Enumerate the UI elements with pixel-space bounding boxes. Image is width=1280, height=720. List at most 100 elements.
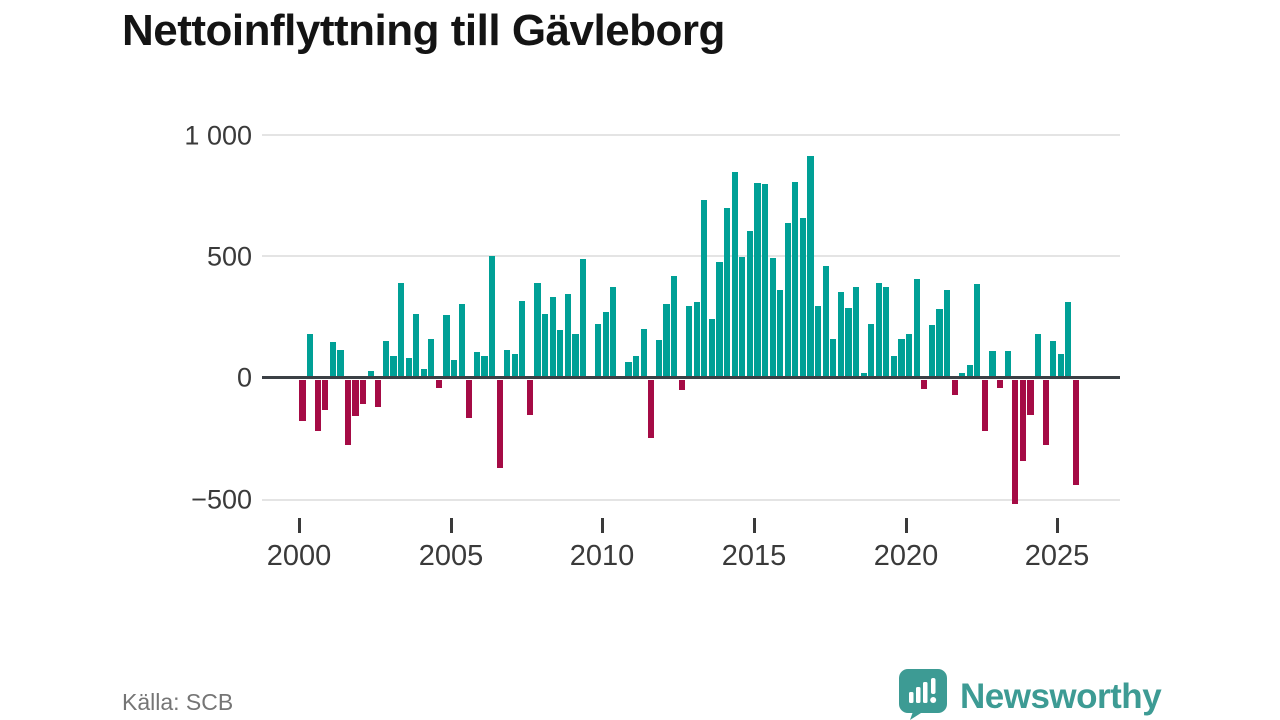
newsworthy-logo: Newsworthy [898, 668, 1162, 720]
bar [496, 379, 503, 469]
bar [306, 333, 314, 378]
bar [678, 379, 685, 391]
bar [337, 349, 344, 378]
bar [526, 379, 534, 415]
newsworthy-chart-bubble-icon [898, 668, 948, 720]
x-tick-2010 [601, 518, 604, 533]
bar [777, 289, 784, 378]
bar [375, 379, 382, 408]
bar [344, 379, 352, 446]
bar [693, 302, 700, 378]
bar [686, 305, 693, 378]
x-axis-label-2000: 2000 [266, 540, 332, 572]
bar [655, 339, 662, 378]
bar [428, 338, 435, 378]
bar [1057, 354, 1064, 378]
bar [382, 340, 389, 378]
bar [564, 293, 571, 378]
bar [959, 372, 966, 378]
bar [1065, 302, 1072, 378]
x-axis-label-2005: 2005 [418, 540, 484, 572]
bar [746, 231, 753, 378]
bar [754, 182, 761, 378]
bar [943, 289, 951, 378]
bar [466, 379, 473, 419]
bar [913, 278, 920, 378]
bar [701, 199, 708, 378]
newsworthy-wordmark: Newsworthy [960, 676, 1162, 716]
bar [807, 156, 814, 378]
y-axis-label-1000: 1 000 [184, 120, 252, 151]
bar [1034, 333, 1042, 378]
bar [1012, 379, 1019, 504]
bar [534, 282, 541, 378]
bar [883, 287, 890, 378]
bar [352, 379, 359, 416]
bar [322, 379, 329, 410]
source-label: Källa: SCB [122, 689, 234, 715]
bar [890, 355, 898, 378]
gridline-minus500 [262, 499, 1120, 501]
bar [670, 276, 678, 378]
bar [458, 304, 465, 378]
x-axis-label-2015: 2015 [721, 540, 787, 572]
bar [936, 309, 943, 378]
y-axis-label-500: 500 [206, 241, 252, 272]
zero-axis-line [262, 376, 1120, 379]
bar [769, 258, 776, 378]
bar [397, 282, 405, 378]
bar [473, 351, 480, 378]
x-axis-label-2010: 2010 [569, 540, 635, 572]
bar [367, 371, 374, 378]
bar [784, 222, 791, 378]
bar [549, 297, 556, 378]
bar [716, 261, 723, 378]
gridline-1000 [262, 134, 1120, 136]
bar [868, 323, 875, 378]
bar [898, 338, 905, 378]
bar [390, 355, 397, 378]
bar [504, 349, 511, 378]
y-axis-label-minus500: −500 [191, 484, 252, 515]
bar [921, 379, 928, 390]
bar [852, 287, 860, 378]
bar [595, 323, 602, 378]
bar [837, 292, 844, 378]
bar [792, 181, 799, 378]
bar [451, 360, 458, 378]
bar [1027, 379, 1034, 415]
x-tick-2000 [298, 518, 301, 533]
bar [724, 208, 731, 378]
bar [799, 218, 807, 378]
bar [1019, 379, 1026, 462]
bar [739, 257, 746, 378]
bar [435, 379, 443, 389]
bar [579, 259, 587, 378]
bar [761, 183, 769, 378]
bar [443, 315, 450, 378]
bar [610, 287, 617, 378]
bar [602, 311, 609, 378]
bar [1050, 340, 1057, 378]
bar [360, 379, 367, 404]
bar [928, 325, 935, 378]
bar [572, 333, 579, 378]
x-tick-2015 [753, 518, 756, 533]
bar [519, 300, 526, 378]
bar [314, 379, 321, 431]
bar [981, 379, 989, 431]
bar [1004, 350, 1011, 378]
gridline-500 [262, 255, 1120, 257]
bar [906, 333, 913, 378]
bar [830, 338, 837, 378]
x-axis-label-2020: 2020 [873, 540, 939, 572]
bar [845, 308, 852, 378]
bar [542, 314, 549, 378]
bar [413, 314, 420, 378]
bar [511, 354, 518, 378]
bar [1042, 379, 1049, 446]
bar [329, 342, 336, 378]
bar [966, 365, 973, 378]
bar [557, 330, 564, 378]
bar [420, 368, 427, 378]
